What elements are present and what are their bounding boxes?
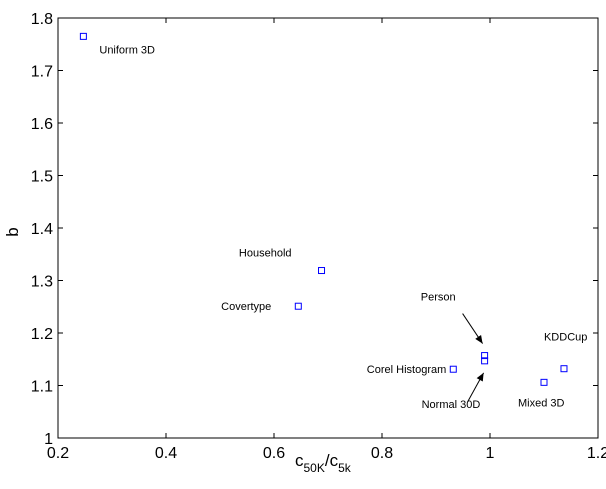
x-tick-label: 1.2 (587, 445, 606, 462)
point-group (79, 32, 568, 386)
annotation-arrows (462, 313, 485, 403)
point-label: Household (239, 248, 292, 260)
plot-frame (57, 17, 599, 439)
data-point (560, 365, 568, 373)
y-tick-label: 1.2 (31, 326, 53, 343)
point-label: KDDCup (544, 332, 587, 344)
point-label: Uniform 3D (99, 44, 155, 56)
data-point (481, 357, 489, 365)
y-axis-title: b (3, 227, 22, 236)
annotation-arrow-head (475, 334, 483, 344)
data-point (540, 378, 548, 386)
point-label: Covertype (221, 301, 271, 313)
x-tick-label: 0.8 (371, 445, 393, 462)
point-label-group: Uniform 3D Household Covertype Corel Histog… (99, 44, 587, 410)
x-tick-label: 0.4 (155, 445, 177, 462)
y-tick-label: 1.5 (31, 169, 53, 186)
point-label: Corel Histogram (367, 364, 446, 376)
data-point (481, 352, 489, 360)
x-axis-title-sep: /c (325, 451, 339, 470)
x-axis-title-sub1: 50K (304, 461, 325, 475)
annotation-arrow-head (476, 372, 484, 382)
x-axis-title-main1: c (295, 451, 304, 470)
point-label: Mixed 3D (518, 397, 565, 409)
tick-group: 0.2 0.4 0.6 0.8 1 1.2 1 1.1 1.2 1.3 1.4 1.5 1.6 1.7 1.… (31, 11, 606, 462)
x-axis-title-sub2: 5k (338, 461, 352, 475)
data-point (294, 302, 302, 310)
y-tick-label: 1.3 (31, 274, 53, 291)
x-tick-label: 0.2 (47, 445, 69, 462)
point-label: Normal 30D (422, 399, 481, 411)
point-label: Person (421, 292, 456, 304)
x-tick-label: 0.6 (263, 445, 285, 462)
data-point (449, 365, 457, 373)
y-tick-label: 1 (44, 431, 53, 448)
x-axis-title: c50K/c5k (295, 451, 352, 475)
data-point (318, 267, 326, 275)
y-tick-label: 1.8 (31, 11, 53, 28)
y-tick-label: 1.1 (31, 379, 53, 396)
y-tick-label: 1.4 (31, 221, 53, 238)
y-tick-label: 1.6 (31, 116, 53, 133)
x-tick-label: 1 (486, 445, 495, 462)
data-point (79, 32, 87, 40)
y-tick-label: 1.7 (31, 64, 53, 81)
